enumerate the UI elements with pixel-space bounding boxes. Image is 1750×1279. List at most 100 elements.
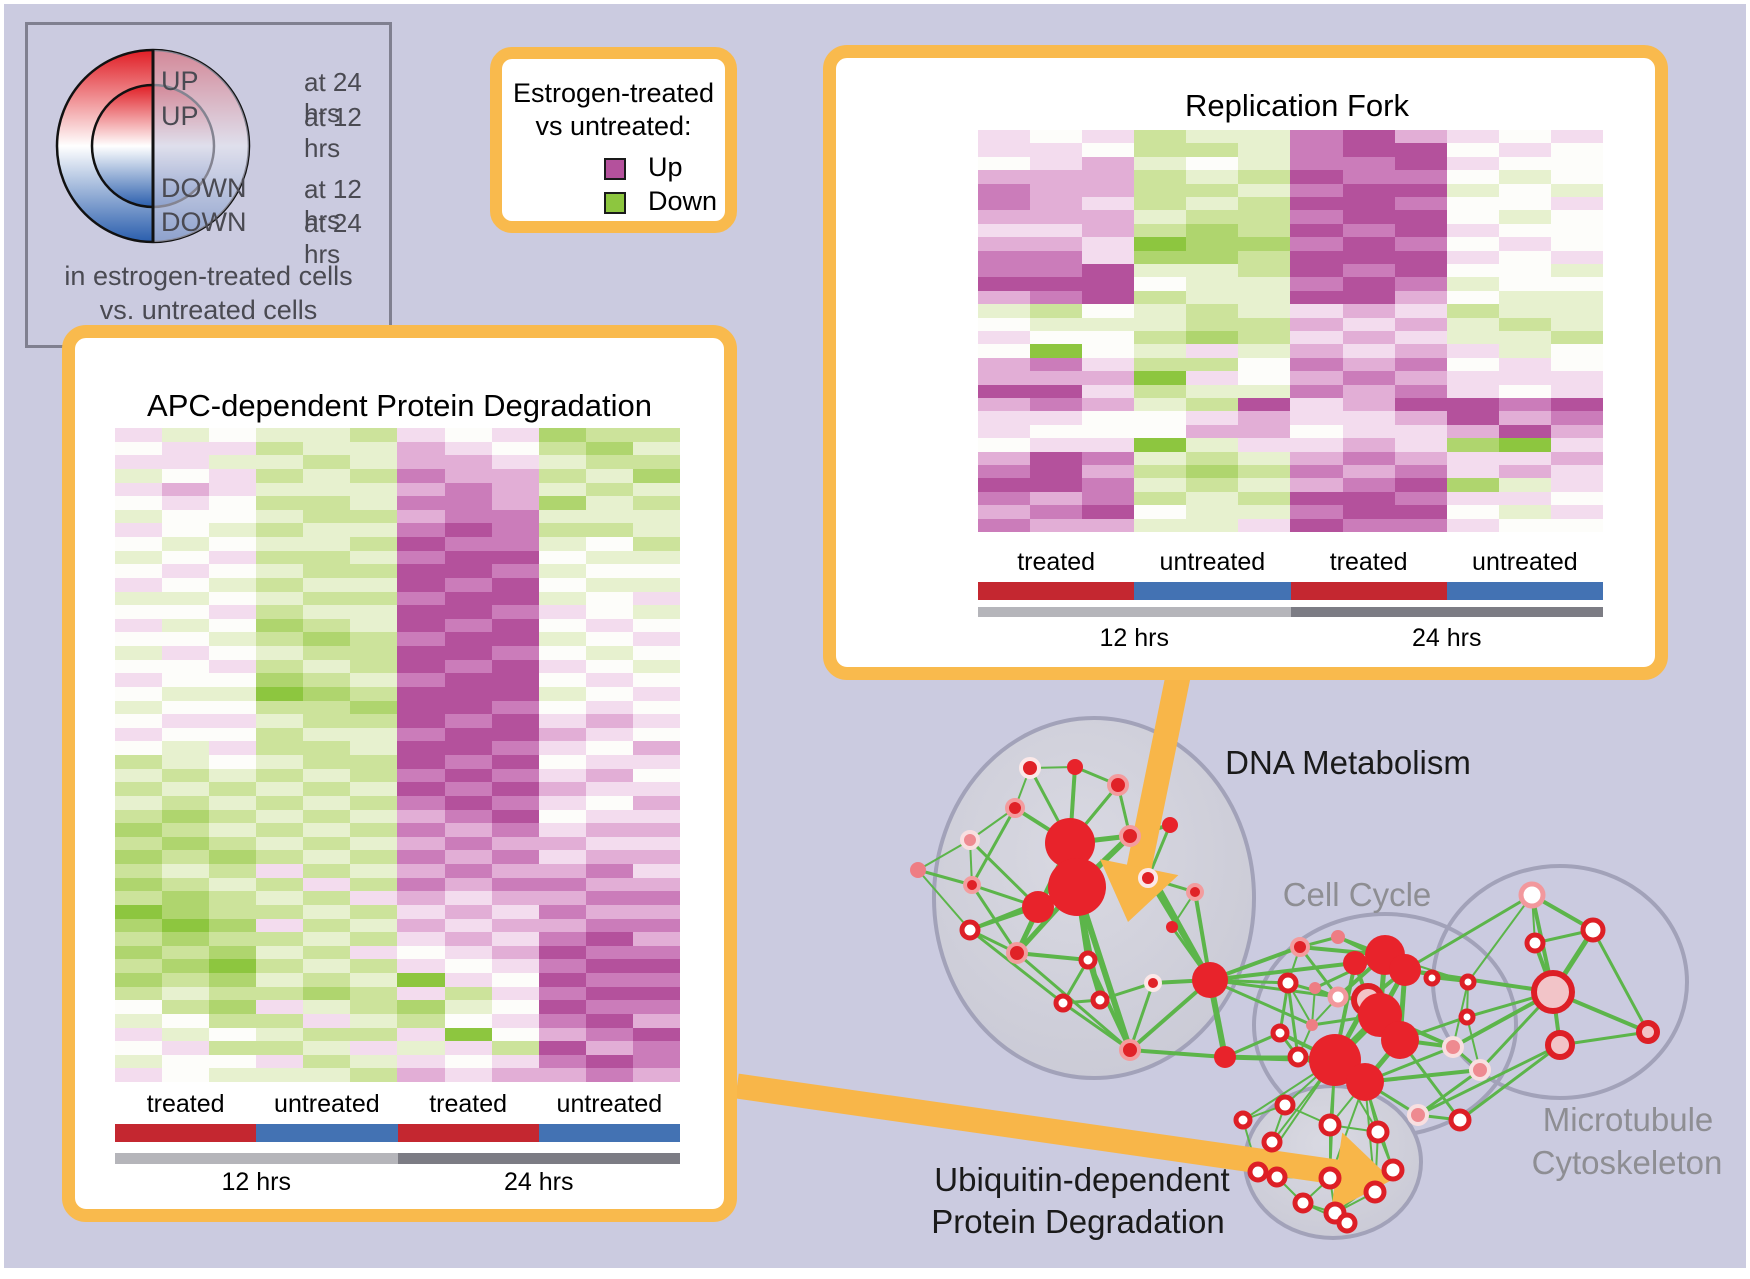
heatmap-cell — [632, 605, 680, 619]
heatmap-cell — [1238, 277, 1291, 291]
heatmap-cell — [1394, 424, 1447, 439]
heatmap-cell — [397, 959, 445, 973]
heatmap-cell — [303, 1027, 351, 1042]
heatmap-cell — [1498, 250, 1551, 264]
untreated-bar — [1134, 582, 1291, 600]
heatmap-cell — [162, 768, 210, 783]
heatmap-cell — [256, 550, 304, 565]
heatmap-cell — [1238, 210, 1291, 224]
heatmap-cell — [1394, 344, 1447, 358]
heatmap-cell — [115, 727, 163, 742]
heatmap-cell — [1186, 223, 1239, 238]
heatmap-cell — [256, 727, 304, 742]
heatmap-cell — [162, 959, 210, 973]
heatmap-cell — [256, 468, 304, 483]
heatmap-cell — [397, 823, 445, 837]
heatmap-cell — [491, 537, 539, 551]
heatmap-cell — [1342, 130, 1395, 144]
heatmap-cell — [491, 877, 539, 892]
heatmap-cell — [1030, 237, 1083, 251]
heatmap-cell — [444, 659, 492, 674]
heatmap-cell — [162, 727, 210, 742]
heatmap-cell — [350, 809, 398, 824]
heatmap-cell — [538, 646, 586, 660]
heatmap-cell — [209, 809, 257, 824]
heatmap-cell — [538, 714, 586, 728]
heatmap-cell — [538, 727, 586, 742]
heatmap-cell — [978, 237, 1031, 251]
heatmap-cell — [1082, 156, 1135, 171]
heatmap-cell — [256, 564, 304, 578]
heatmap-cell — [256, 577, 304, 592]
heatmap-cell — [350, 673, 398, 687]
heatmap-cell — [209, 673, 257, 687]
heatmap-cell — [632, 673, 680, 687]
ring-row-time: at 12 hrs — [304, 174, 362, 235]
heatmap-cell — [397, 782, 445, 796]
heatmap-cell — [444, 877, 492, 892]
heatmap-cell — [1446, 317, 1499, 331]
heatmap-cell — [1030, 290, 1083, 305]
heatmap-cell — [1290, 183, 1343, 197]
heatmap-cell — [978, 304, 1031, 318]
heatmap-cell — [256, 850, 304, 864]
heatmap-cell — [1498, 371, 1551, 385]
heatmap-cell — [1394, 330, 1447, 345]
heatmap-cell — [1550, 317, 1603, 331]
heatmap-cell — [1446, 183, 1499, 197]
heatmap-cell — [1290, 250, 1343, 264]
heatmap-cell — [444, 564, 492, 578]
heatmap-cell — [1550, 290, 1603, 305]
heatmap-cell — [632, 468, 680, 483]
heatmap-cell — [1394, 411, 1447, 425]
heatmap-cell — [1186, 478, 1239, 492]
heatmap-cell — [1290, 156, 1343, 171]
heatmap-cell — [585, 618, 633, 633]
heatmap-cell — [162, 755, 210, 769]
heatmap-cell — [350, 891, 398, 905]
heatmap-cell — [1394, 170, 1447, 184]
heatmap-cell — [1550, 424, 1603, 439]
heatmap-cell — [162, 904, 210, 919]
heatmap-cell — [397, 646, 445, 660]
up-label: Up — [648, 152, 683, 182]
heatmap-cell — [1290, 518, 1343, 532]
heatmap-cell — [1498, 237, 1551, 251]
heatmap-cell — [444, 482, 492, 497]
heatmap-cell — [1238, 223, 1291, 238]
heatmap-cell — [538, 986, 586, 1001]
heatmap-cell — [1186, 196, 1239, 211]
heatmap-cell — [1186, 424, 1239, 439]
up-color-swatch — [604, 158, 626, 180]
heatmap-cell — [444, 850, 492, 864]
heatmap-cell — [978, 263, 1031, 278]
heatmap-cell — [585, 700, 633, 715]
heatmap-cell — [256, 741, 304, 755]
heatmap-cell — [209, 659, 257, 674]
heatmap-cell — [632, 1054, 680, 1069]
heatmap-cell — [397, 509, 445, 524]
heatmap-cell — [1550, 170, 1603, 184]
heatmap-cell — [1394, 491, 1447, 506]
heatmap-cell — [256, 428, 304, 442]
heatmap-cell — [1342, 317, 1395, 331]
heatmap-cell — [1134, 384, 1187, 398]
heatmap-cell — [162, 537, 210, 551]
heatmap-cell — [1394, 196, 1447, 211]
heatmap-cell — [632, 1000, 680, 1014]
heatmap-cell — [350, 1068, 398, 1082]
heatmap-cell — [162, 945, 210, 960]
heatmap-cell — [632, 904, 680, 919]
heatmap-cell — [444, 455, 492, 469]
heatmap-cell — [209, 646, 257, 660]
heatmap-cell — [209, 1041, 257, 1055]
heatmap-cell — [444, 864, 492, 878]
heatmap-cell — [303, 864, 351, 878]
heatmap-cell — [1030, 196, 1083, 211]
heatmap-cell — [1030, 277, 1083, 291]
heatmap-cell — [585, 632, 633, 646]
heatmap-cell — [350, 877, 398, 892]
heatmap-cell — [162, 782, 210, 796]
heatmap-cell — [1550, 130, 1603, 144]
heatmap-cell — [1446, 143, 1499, 157]
